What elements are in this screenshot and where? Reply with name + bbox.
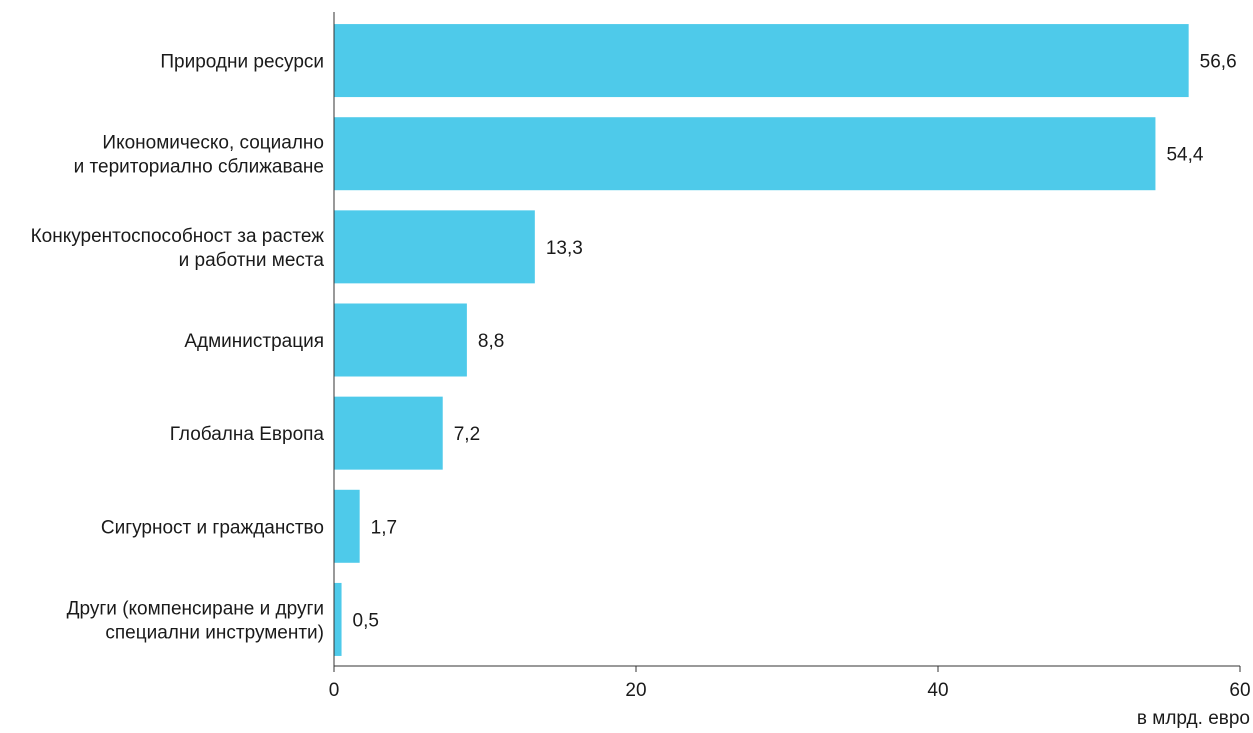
category-label-4: Глобална Европа xyxy=(170,424,325,445)
value-label-4: 7,2 xyxy=(454,424,480,445)
category-label-line: Администрация xyxy=(184,331,324,352)
value-label-2: 13,3 xyxy=(546,238,583,259)
value-label-3: 8,8 xyxy=(478,331,504,352)
category-label-line: Други (компенсиране и други xyxy=(67,598,324,619)
bar-4 xyxy=(334,396,443,470)
x-tick-label-3: 60 xyxy=(1229,680,1250,701)
value-label-6: 0,5 xyxy=(353,610,379,631)
bars-layer xyxy=(334,24,1189,656)
category-label-line: и териториално сближаване xyxy=(74,157,324,178)
bar-1 xyxy=(334,117,1156,191)
category-label-line: Конкурентоспособност за растеж xyxy=(31,226,325,247)
category-label-0: Природни ресурси xyxy=(160,52,324,73)
bar-3 xyxy=(334,303,467,377)
bar-0 xyxy=(334,24,1189,98)
category-label-line: Сигурност и гражданство xyxy=(101,517,324,538)
x-axis-unit-label: в млрд. евро xyxy=(1137,708,1250,729)
x-tick-label-0: 0 xyxy=(329,680,340,701)
category-label-line: и работни места xyxy=(179,250,325,271)
x-tick-label-1: 20 xyxy=(625,680,646,701)
labels-layer: 56,6 Природни ресурси 54,4 Икономическо, со… xyxy=(31,52,1251,729)
category-label-5: Сигурност и гражданство xyxy=(101,517,324,538)
category-label-2: Конкурентоспособност за растеж и работни … xyxy=(31,226,325,271)
bar-2 xyxy=(334,210,535,284)
value-label-0: 56,6 xyxy=(1200,52,1237,73)
value-label-5: 1,7 xyxy=(371,517,397,538)
category-label-6: Други (компенсиране и други специални инс… xyxy=(67,598,324,643)
category-label-line: Глобална Европа xyxy=(170,424,325,445)
bar-5 xyxy=(334,489,360,563)
category-label-line: Природни ресурси xyxy=(160,52,324,73)
axes xyxy=(333,12,1241,672)
category-label-line: специални инструменти) xyxy=(105,622,324,643)
bar-6 xyxy=(334,582,342,656)
category-label-1: Икономическо, социално и териториално сбл… xyxy=(74,133,324,178)
x-tick-label-2: 40 xyxy=(927,680,948,701)
category-label-3: Администрация xyxy=(184,331,324,352)
value-label-1: 54,4 xyxy=(1166,145,1203,166)
category-label-line: Икономическо, социално xyxy=(102,133,324,154)
